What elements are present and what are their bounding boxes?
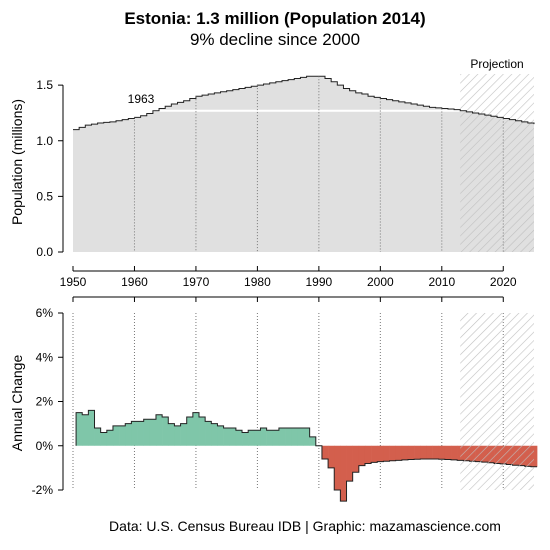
change-bar [451, 445, 458, 460]
change-bar [383, 445, 390, 462]
change-bar [242, 432, 249, 446]
change-bar [186, 416, 194, 446]
change-bar [407, 445, 415, 460]
change-bar [426, 445, 433, 460]
change-bar [346, 445, 353, 482]
change-bar [328, 445, 335, 468]
change-bar [364, 445, 372, 464]
change-bar [76, 412, 83, 446]
projection-label: Projection [470, 57, 523, 71]
change-bar [131, 421, 138, 446]
change-bar [260, 428, 267, 446]
change-bar [82, 414, 89, 446]
chart-caption: Data: U.S. Census Bureau IDB | Graphic: … [109, 518, 501, 534]
population-panel: 0.0 0.5 1.0 1.5 1950 1960 1970 1980 1990 2000 2010… [36, 74, 535, 302]
bottom-y-tick-label: -2% [32, 483, 54, 497]
x-tick-label: 1980 [244, 275, 271, 289]
change-bar [180, 423, 188, 446]
change-bar [106, 430, 114, 446]
x-tick-label: 1950 [60, 275, 87, 289]
top-y-tick-label: 0.5 [36, 189, 53, 203]
change-bar [235, 430, 243, 446]
change-bar [266, 430, 274, 446]
change-bar [414, 445, 421, 460]
change-bar [88, 410, 95, 446]
change-bar [530, 445, 538, 467]
change-bar [321, 445, 329, 460]
change-bar [389, 445, 396, 461]
change-bar [285, 428, 292, 446]
change-bar [272, 430, 280, 446]
top-y-tick-label: 0.0 [36, 245, 53, 259]
change-bar [334, 445, 341, 490]
top-y-tick-label: 1.5 [36, 78, 53, 92]
change-bar [254, 430, 261, 446]
x-tick-label: 2010 [428, 275, 455, 289]
change-bar [438, 445, 446, 460]
change-bar [352, 445, 360, 473]
change-bar [205, 421, 212, 446]
change-bar [149, 419, 157, 446]
change-bar [377, 445, 384, 462]
x-tick-label: 2000 [367, 275, 394, 289]
change-bar [137, 421, 144, 446]
population-line [73, 75, 535, 131]
reference-year-label: 1963 [128, 92, 155, 106]
change-bar [278, 428, 286, 446]
change-bar [358, 445, 366, 466]
change-bar [248, 430, 255, 446]
change-bar [162, 416, 169, 446]
change-bar [291, 428, 298, 446]
change-bar [401, 445, 409, 460]
change-bar [309, 436, 317, 446]
bottom-ylabel: Annual Change [9, 355, 25, 452]
bottom-y-tick-label: 0% [36, 439, 54, 453]
change-bar [168, 423, 175, 446]
change-bar [340, 445, 347, 502]
change-bar [217, 425, 224, 446]
chart-subtitle: 9% decline since 2000 [189, 30, 361, 49]
change-bar [112, 425, 120, 446]
change-bar [125, 423, 132, 446]
change-bar [155, 414, 163, 446]
change-bar [119, 425, 126, 446]
change-bar [223, 428, 231, 446]
change-bar [211, 423, 218, 446]
change-bar [303, 428, 310, 446]
annual-change-panel: 6% 4% 2% 0% -2% [32, 306, 538, 502]
x-tick-label: 1970 [183, 275, 210, 289]
change-bar [229, 428, 237, 446]
bottom-y-tick-label: 2% [36, 395, 54, 409]
projection-region-bottom [460, 313, 534, 490]
chart-title: Estonia: 1.3 million (Population 2014) [124, 9, 426, 28]
change-bar [395, 445, 403, 461]
projection-region [460, 74, 534, 252]
top-ylabel: Population (millions) [9, 99, 25, 225]
x-tick-label: 1960 [121, 275, 148, 289]
bottom-y-tick-label: 6% [36, 306, 54, 320]
bottom-y-tick-label: 4% [36, 350, 54, 364]
change-bar [420, 445, 427, 460]
change-bar [371, 445, 378, 463]
change-bar [432, 445, 440, 460]
population-area [73, 76, 534, 252]
change-bar [192, 412, 200, 446]
x-tick-label: 1990 [306, 275, 333, 289]
change-bar [174, 425, 181, 446]
change-bar [297, 428, 304, 446]
change-bar [199, 416, 206, 446]
change-bar [444, 445, 452, 460]
x-tick-label: 2020 [490, 275, 517, 289]
change-bar [94, 428, 101, 446]
top-y-tick-label: 1.0 [36, 134, 53, 148]
change-bar [143, 419, 151, 446]
change-bar [100, 432, 108, 446]
